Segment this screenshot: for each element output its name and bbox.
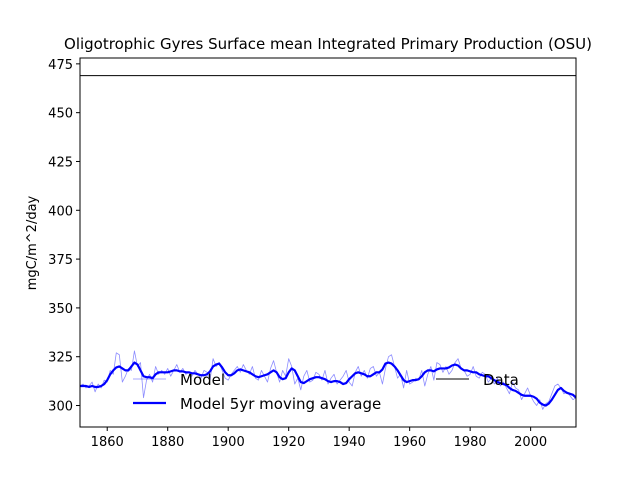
legend: Model Model 5yr moving average Data: [133, 371, 519, 413]
y-tick-label: 300: [48, 400, 73, 415]
y-tick-label: 325: [48, 351, 73, 366]
y-axis: 300 325 350 375 400 425 450 475: [48, 58, 80, 415]
y-tick-label: 425: [48, 155, 73, 170]
y-tick-label: 400: [48, 204, 73, 219]
chart-title: Oligotrophic Gyres Surface mean Integrat…: [64, 35, 592, 53]
plot-area: [79, 57, 577, 428]
y-axis-label: mgC/m^2/day: [25, 195, 40, 290]
x-tick-label: 1980: [454, 435, 487, 450]
y-tick-label: 450: [48, 107, 73, 122]
y-tick-label: 350: [48, 302, 73, 317]
legend-label: Data: [483, 371, 519, 389]
y-tick-label: 375: [48, 253, 73, 268]
series-layer: [80, 75, 576, 410]
x-tick-label: 1880: [151, 435, 184, 450]
x-tick-label: 1960: [393, 435, 426, 450]
legend-label: Model 5yr moving average: [180, 395, 381, 413]
x-tick-label: 1860: [91, 435, 124, 450]
legend-label: Model: [180, 371, 225, 389]
plot-frame: [79, 57, 577, 428]
x-tick-label: 1940: [333, 435, 366, 450]
x-axis: 1860 1880 1900 1920 1940 1960 1980 2000: [91, 427, 547, 450]
x-tick-label: 2000: [514, 435, 547, 450]
y-tick-label: 475: [48, 58, 73, 73]
x-tick-label: 1900: [212, 435, 245, 450]
model-moving-average-line: [80, 361, 576, 407]
x-tick-label: 1920: [272, 435, 305, 450]
